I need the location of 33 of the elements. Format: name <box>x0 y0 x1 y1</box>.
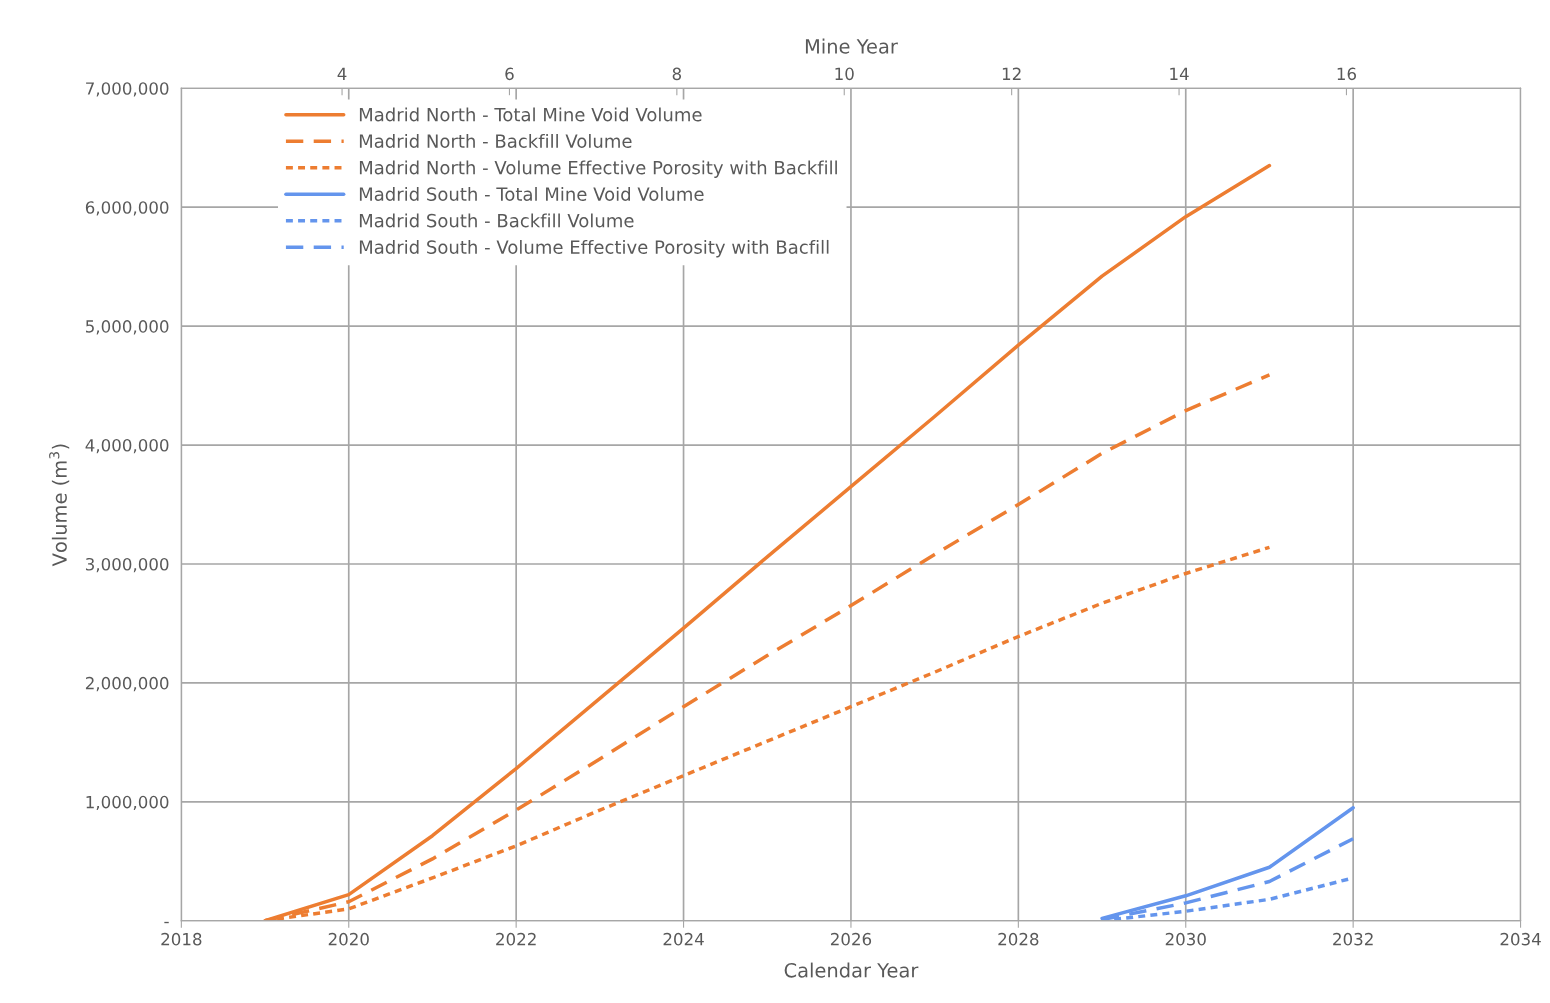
x-tick-label: 2018 <box>161 932 202 946</box>
y-tick-label: 7,000,000 <box>86 82 169 97</box>
x2-tick-label: 14 <box>1170 67 1189 80</box>
y-tick-label: 4,000,000 <box>85 439 169 454</box>
legend-label: Madrid South - Total Mine Void Volume <box>359 186 704 201</box>
x2-tick-label: 8 <box>672 67 682 81</box>
y-tick-label: 1,000,000 <box>86 795 169 811</box>
x2-axis-title: Mine Year <box>805 38 898 54</box>
x2-tick-label: 12 <box>1002 67 1021 80</box>
x2-tick-label: 6 <box>505 67 514 81</box>
y-tick-label: - <box>164 921 169 924</box>
legend-label: Madrid North - Backfill Volume <box>359 133 632 148</box>
x-axis-title: Calendar Year <box>784 962 919 978</box>
y-tick-label: 6,000,000 <box>85 201 169 216</box>
x2-tick-label: 4 <box>337 67 347 80</box>
x-tick-label: 2022 <box>496 932 536 946</box>
x-tick-label: 2026 <box>830 932 872 946</box>
x-tick-label: 2024 <box>663 932 704 946</box>
y-tick-label: 3,000,000 <box>85 557 169 573</box>
x-tick-label: 2032 <box>1333 932 1373 946</box>
legend-label: Madrid South - Backfill Volume <box>359 213 634 228</box>
x-tick-label: 2030 <box>1165 932 1206 946</box>
x2-tick-label: 10 <box>835 67 854 81</box>
y-tick-label: 5,000,000 <box>86 320 169 335</box>
x-tick-label: 2034 <box>1500 932 1541 946</box>
x2-tick-label: 16 <box>1337 67 1357 81</box>
legend-label: Madrid North - Total Mine Void Volume <box>359 107 702 122</box>
y-tick-label: 2,000,000 <box>85 676 169 692</box>
x-tick-label: 2028 <box>998 932 1039 946</box>
legend-label: Madrid South - Volume Effective Porosity with Bacfill <box>359 239 829 258</box>
y-axis-title: Volume (m$^{3}$) <box>49 444 70 567</box>
x-tick-label: 2020 <box>328 932 369 946</box>
legend-label: Madrid North - Volume Effective Porosity with Backfill <box>359 160 837 178</box>
